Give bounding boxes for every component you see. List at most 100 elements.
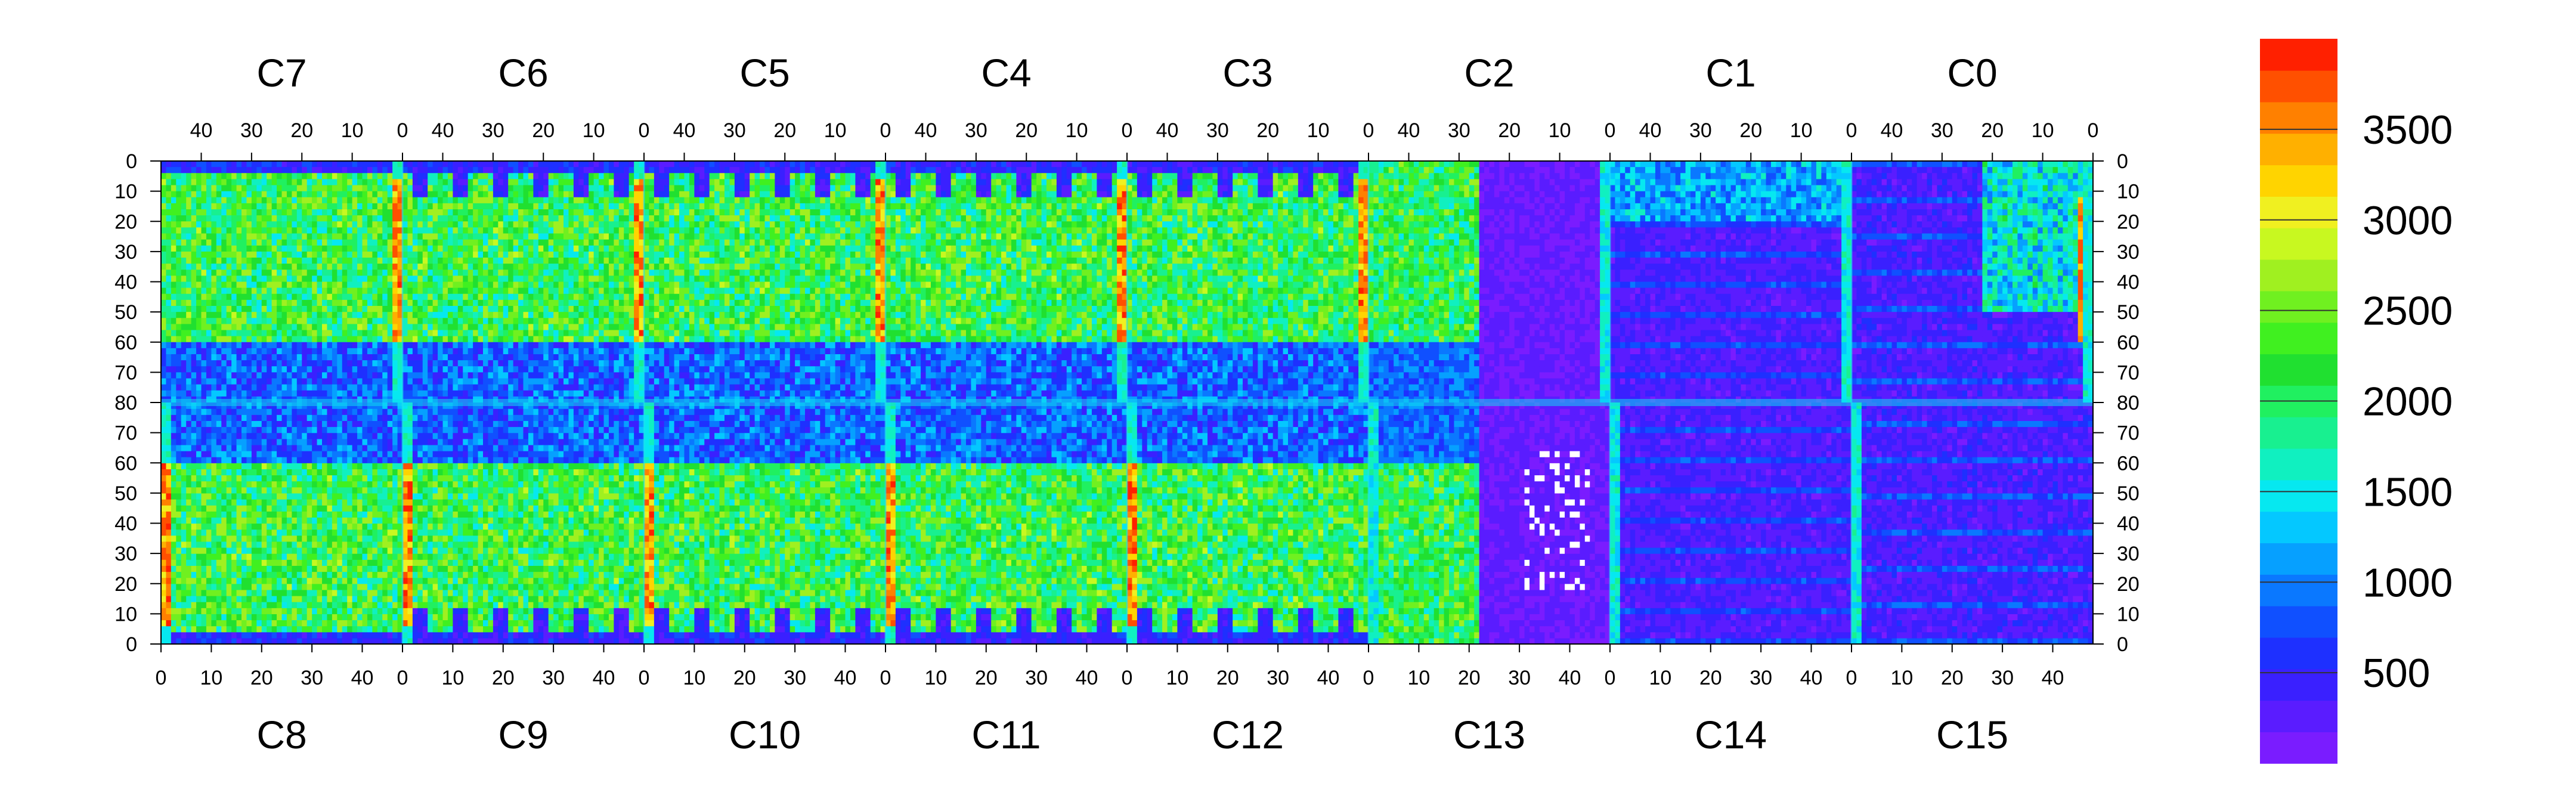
heatmap-cell (432, 203, 438, 210)
heatmap-cell (317, 577, 323, 584)
heatmap-cell (292, 444, 298, 451)
heatmap-cell (317, 571, 323, 578)
heatmap-cell (267, 270, 273, 276)
heatmap-cell (231, 390, 237, 397)
heatmap-cell (267, 487, 273, 494)
heatmap-cell (488, 191, 494, 198)
heatmap-cell (407, 306, 413, 312)
heatmap-cell (271, 372, 277, 379)
heatmap-cell (216, 354, 222, 361)
heatmap-cell (382, 185, 388, 192)
heatmap-cell (372, 457, 378, 463)
heatmap-cell (206, 414, 212, 421)
heatmap-cell (231, 505, 237, 512)
heatmap-cell (201, 553, 207, 560)
heatmap-cell (292, 420, 298, 428)
heatmap-cell (211, 203, 217, 210)
heatmap-cell (277, 179, 283, 186)
heatmap-cell (231, 293, 237, 301)
heatmap-cell (292, 432, 298, 439)
heatmap-cell (317, 426, 323, 434)
heatmap-cell (407, 233, 413, 240)
heatmap-cell (161, 185, 167, 192)
heatmap-cell (322, 372, 328, 379)
heatmap-cell (367, 360, 373, 367)
heatmap-cell (352, 481, 358, 488)
heatmap-cell (166, 596, 172, 602)
heatmap-cell (322, 529, 328, 536)
heatmap-cell (181, 511, 187, 518)
heatmap-cell (317, 457, 323, 463)
heatmap-cell (256, 372, 262, 379)
heatmap-cell (382, 438, 388, 445)
heatmap-cell (242, 281, 247, 289)
heatmap-cell (367, 221, 373, 228)
heatmap-cell (196, 245, 202, 252)
heatmap-cell (372, 281, 378, 289)
heatmap-cell (186, 475, 192, 482)
heatmap-cell (347, 493, 353, 500)
heatmap-cell (367, 264, 373, 270)
heatmap-cell (402, 270, 408, 276)
heatmap-cell (176, 547, 182, 554)
heatmap-cell (357, 342, 363, 349)
heatmap-cell (518, 378, 524, 385)
heatmap-cell (342, 469, 348, 476)
heatmap-cell (508, 197, 514, 204)
heatmap-cell (281, 517, 287, 524)
heatmap-cell (397, 457, 403, 463)
heatmap-cell (438, 215, 444, 222)
heatmap-cell (478, 378, 484, 385)
heatmap-cell (246, 408, 252, 415)
heatmap-cell (337, 275, 343, 283)
heatmap-cell (196, 264, 202, 270)
heatmap-cell (246, 390, 252, 397)
heatmap-cell (201, 239, 207, 246)
heatmap-cell (387, 553, 393, 560)
heatmap-cell (271, 523, 277, 530)
heatmap-cell (161, 342, 167, 349)
heatmap-cell (528, 173, 534, 179)
heatmap-cell (392, 535, 398, 542)
heatmap-cell (357, 408, 363, 415)
heatmap-cell (322, 547, 328, 554)
heatmap-cell (493, 275, 499, 283)
heatmap-cell (473, 275, 479, 283)
heatmap-cell (286, 167, 292, 174)
heatmap-cell (382, 457, 388, 463)
heatmap-cell (296, 432, 302, 439)
heatmap-cell (347, 535, 353, 542)
heatmap-cell (463, 270, 469, 276)
heatmap-cell (236, 451, 242, 457)
heatmap-cell (387, 608, 393, 614)
heatmap-cell (296, 444, 302, 451)
heatmap-cell (498, 390, 504, 397)
heatmap-cell (342, 541, 348, 548)
heatmap-cell (417, 342, 423, 349)
heatmap-cell (377, 614, 383, 621)
heatmap-cell (161, 553, 167, 560)
heatmap-cell (226, 281, 232, 289)
heatmap-cell (201, 438, 207, 445)
heatmap-cell (498, 318, 504, 324)
heatmap-cell (533, 372, 539, 379)
heatmap-cell (513, 233, 519, 240)
heatmap-cell (246, 185, 252, 192)
heatmap-cell (312, 348, 318, 355)
heatmap-cell (292, 245, 298, 252)
heatmap-cell (372, 535, 378, 542)
heatmap-cell (161, 487, 167, 494)
heatmap-cell (357, 620, 363, 627)
heatmap-cell (256, 408, 262, 415)
heatmap-cell (246, 637, 252, 645)
heatmap-cell (342, 342, 348, 349)
heatmap-cell (246, 559, 252, 566)
heatmap-cell (402, 173, 408, 179)
heatmap-cell (246, 475, 252, 482)
heatmap-cell (357, 493, 363, 500)
heatmap-cell (457, 215, 463, 222)
heatmap-cell (186, 408, 192, 415)
heatmap-cell (267, 631, 273, 639)
heatmap-cell (186, 602, 192, 608)
heatmap-cell (397, 547, 403, 554)
